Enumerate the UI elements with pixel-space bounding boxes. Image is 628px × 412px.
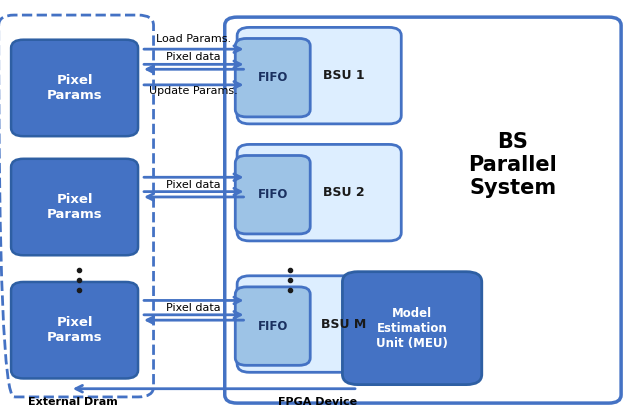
- FancyBboxPatch shape: [11, 282, 138, 379]
- Text: External Dram: External Dram: [28, 397, 118, 407]
- FancyBboxPatch shape: [236, 155, 310, 234]
- Text: FIFO: FIFO: [257, 188, 288, 201]
- Text: Load Params.: Load Params.: [156, 34, 231, 44]
- Text: FIFO: FIFO: [257, 320, 288, 332]
- FancyBboxPatch shape: [342, 272, 482, 385]
- FancyBboxPatch shape: [237, 145, 401, 241]
- FancyBboxPatch shape: [11, 159, 138, 255]
- Text: Pixel data: Pixel data: [166, 180, 221, 190]
- Text: Pixel
Params: Pixel Params: [46, 316, 102, 344]
- FancyBboxPatch shape: [11, 40, 138, 136]
- FancyBboxPatch shape: [225, 17, 621, 403]
- Text: Model
Estimation
Unit (MEU): Model Estimation Unit (MEU): [376, 307, 448, 350]
- Text: FIFO: FIFO: [257, 71, 288, 84]
- FancyBboxPatch shape: [236, 287, 310, 365]
- Text: BSU M: BSU M: [322, 318, 367, 330]
- FancyBboxPatch shape: [237, 27, 401, 124]
- Text: Pixel data: Pixel data: [166, 52, 221, 62]
- FancyBboxPatch shape: [237, 276, 401, 372]
- Text: Update Params.: Update Params.: [149, 86, 238, 96]
- Text: Pixel
Params: Pixel Params: [46, 74, 102, 102]
- Text: Pixel
Params: Pixel Params: [46, 193, 102, 221]
- Text: BS
Parallel
System: BS Parallel System: [468, 132, 557, 198]
- Text: FPGA Device: FPGA Device: [278, 397, 357, 407]
- Text: BSU 2: BSU 2: [323, 186, 365, 199]
- Text: BSU 1: BSU 1: [323, 69, 365, 82]
- FancyBboxPatch shape: [236, 38, 310, 117]
- Text: Pixel data: Pixel data: [166, 303, 221, 313]
